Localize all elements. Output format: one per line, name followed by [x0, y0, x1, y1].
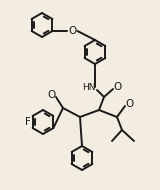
Text: O: O [48, 90, 56, 100]
Text: F: F [25, 117, 31, 127]
Text: O: O [125, 99, 133, 109]
Text: O: O [68, 26, 76, 36]
Text: O: O [113, 82, 121, 92]
Text: HN: HN [82, 83, 96, 93]
